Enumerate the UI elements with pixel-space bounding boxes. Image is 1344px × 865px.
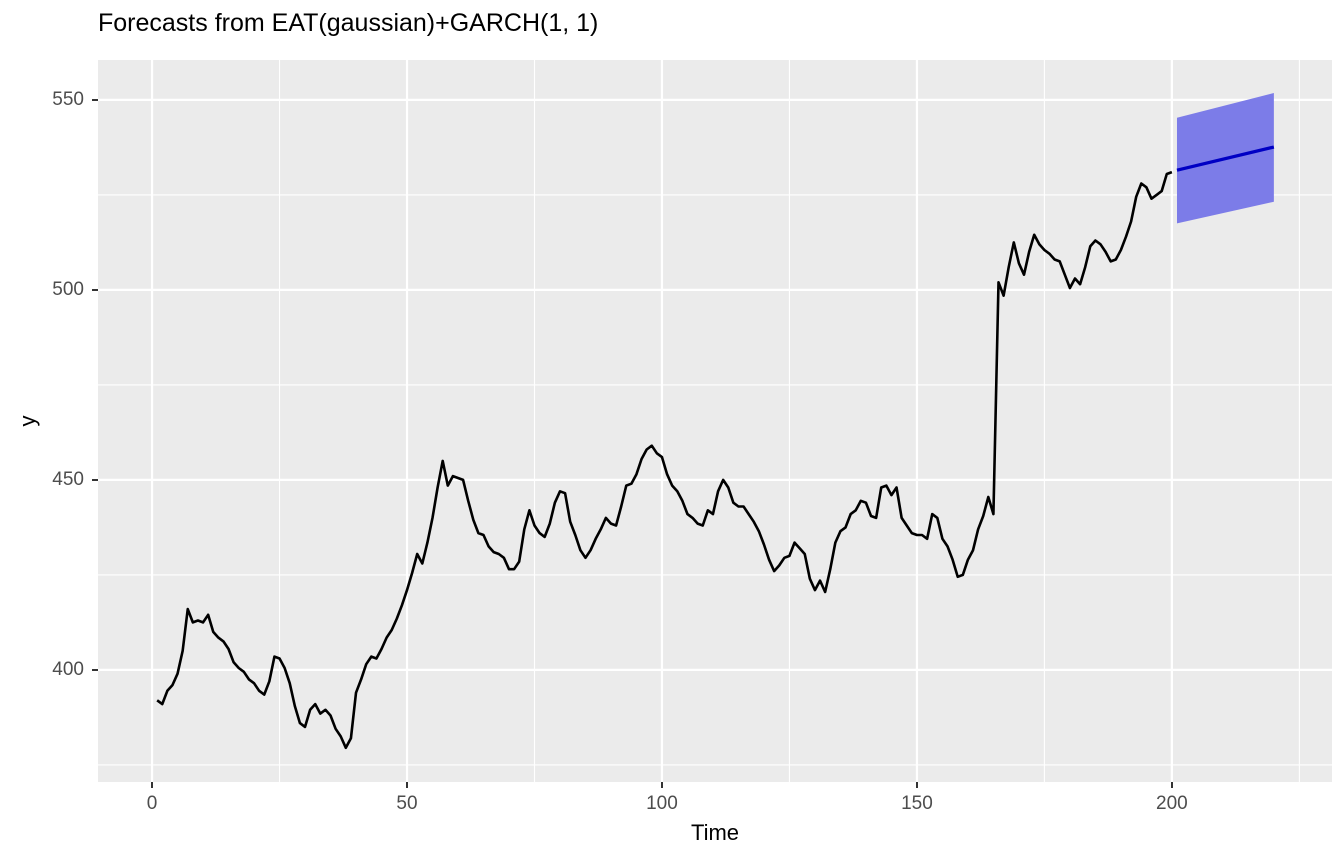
x-tick-mark [915,782,918,788]
x-tick-mark [151,782,154,788]
x-tick-label: 0 [146,793,158,814]
chart-svg [98,60,1332,782]
observed-series-line [156,170,1173,750]
y-tick-label: 550 [52,88,84,110]
plot-panel [98,60,1332,782]
x-tick-label: 200 [1156,793,1188,814]
x-axis-title: Time [690,820,740,845]
x-tick-mark [1170,782,1173,788]
y-tick-mark [92,478,98,481]
x-tick-mark [660,782,663,788]
y-axis-title: y [15,415,40,427]
forecast-mean-line [1176,145,1275,172]
y-tick-mark [92,288,98,291]
plot-title: Forecasts from EAT(gaussian)+GARCH(1, 1) [98,9,599,37]
y-tick-mark [92,98,98,101]
x-tick-label: 150 [901,793,933,814]
y-tick-label: 500 [52,278,84,300]
y-tick-label: 400 [52,658,84,680]
x-tick-label: 100 [646,793,678,814]
x-tick-mark [406,782,408,788]
y-tick-mark [92,668,98,671]
x-tick-label: 50 [396,793,418,814]
y-tick-label: 450 [52,468,84,490]
